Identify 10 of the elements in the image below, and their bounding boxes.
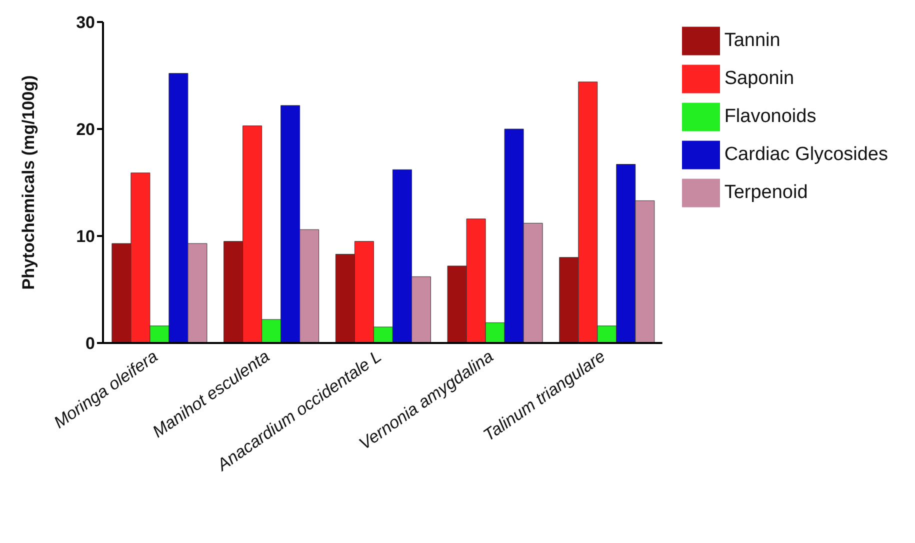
legend-label: Tannin bbox=[724, 30, 780, 52]
y-tick-label: 20 bbox=[76, 120, 95, 140]
legend-label: Cardiac Glycosides bbox=[724, 144, 888, 166]
y-axis-title: Phytochemicals (mg/100g) bbox=[19, 75, 38, 290]
legend-label: Flavonoids bbox=[724, 106, 816, 128]
y-tick-label: 0 bbox=[86, 334, 95, 354]
legend-label: Saponin bbox=[724, 68, 794, 90]
y-tick-label: 30 bbox=[76, 13, 95, 32]
y-tick-label: 10 bbox=[76, 227, 95, 246]
legend-label: Terpenoid bbox=[724, 182, 808, 204]
